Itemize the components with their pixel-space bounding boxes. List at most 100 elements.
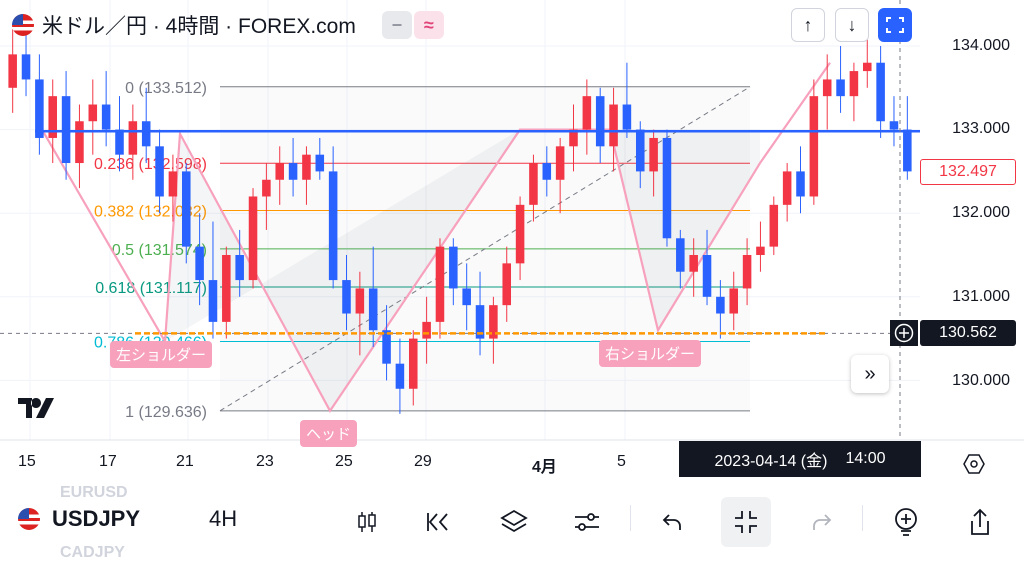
chart-title: 米ドル／円 · 4時間 · FOREX.com (42, 15, 356, 38)
head-fill (165, 129, 520, 411)
fit-screen-button[interactable] (878, 8, 912, 42)
candle-body (796, 171, 805, 197)
candle-body (729, 288, 739, 314)
candle-body (462, 288, 471, 306)
scroll-up-button[interactable]: ↑ (791, 8, 825, 42)
candle-body (662, 137, 672, 239)
candle-body (449, 246, 458, 289)
candle-body (676, 238, 685, 272)
candle-body (368, 288, 378, 331)
candle-body (275, 163, 285, 180)
toolbar-divider (862, 505, 863, 531)
candle-body (35, 79, 44, 138)
horizontal-lines[interactable] (0, 0, 920, 440)
time-tick: 17 (99, 453, 117, 470)
candle-body (769, 204, 779, 247)
candle-body (569, 129, 578, 147)
cursor-price-tag: 130.562 (920, 320, 1016, 346)
candle-body (609, 104, 618, 147)
fib-level-label: 0.618 (131.117) (95, 280, 207, 297)
prev-symbol-ghost: EURUSD (60, 484, 128, 501)
fib-level-label: 0 (133.512) (125, 80, 207, 97)
symbol-selector[interactable]: USDJPY (18, 506, 140, 532)
chart-title-bar: 米ドル／円 · 4時間 · FOREX.com − ≈ (12, 10, 444, 40)
redo-button[interactable] (796, 497, 846, 547)
tradingview-logo (18, 396, 66, 425)
scroll-down-button[interactable]: ↓ (835, 8, 869, 42)
cursor-time: 14:00 (845, 450, 886, 467)
indicators-button[interactable] (562, 497, 612, 547)
price-tick: 132.000 (952, 204, 1010, 221)
time-tick: 5 (617, 453, 626, 470)
price-tick: 134.000 (952, 37, 1010, 54)
rewind-icon (427, 513, 448, 531)
candle-body (248, 196, 258, 281)
candle-body (195, 246, 204, 281)
left-shoulder-label: 左ショルダー (110, 341, 213, 368)
candle-body (582, 96, 592, 130)
cursor-date: 2023-04-14 (金) (714, 453, 828, 470)
pattern-outline (41, 62, 831, 413)
candle-body (489, 305, 498, 339)
candle-body (822, 79, 832, 97)
candle-body (262, 179, 271, 197)
fib-level-label: 1 (129.636) (125, 404, 207, 421)
candle-body (75, 121, 84, 164)
collapse-button[interactable]: − (381, 11, 412, 39)
candle-body (689, 255, 698, 272)
layers-button[interactable] (489, 497, 539, 547)
fib-level-label: 0.382 (132.032) (94, 204, 207, 221)
candle-body (408, 338, 418, 389)
candles-icon (358, 512, 376, 532)
fullscreen-exit-button[interactable] (721, 497, 771, 547)
head-label: ヘッド (300, 420, 358, 447)
add-alert-button[interactable] (890, 320, 918, 346)
expand-panel-button[interactable]: » (851, 355, 889, 393)
candle-body (422, 321, 431, 339)
candle-body (168, 171, 178, 197)
candle-body (435, 246, 445, 322)
head-and-shoulders-pattern[interactable] (41, 62, 831, 413)
share-button[interactable] (955, 497, 1005, 547)
candle-body (862, 62, 872, 72)
price-chart[interactable]: 0 (133.512)0.236 (132.598)0.382 (132.032… (0, 0, 1024, 490)
bottom-toolbar: EURUSD CADJPY (0, 484, 1024, 576)
interval-selector[interactable]: 4H (209, 506, 238, 531)
candle-body (475, 305, 485, 339)
undo-button[interactable] (648, 497, 698, 547)
candle-body (782, 171, 792, 205)
last-price-tag: 132.497 (920, 159, 1016, 185)
candle-body (88, 104, 98, 122)
candle-body (328, 171, 338, 281)
undo-icon (662, 514, 681, 530)
candle-body (903, 129, 912, 172)
candlestick-series (8, 20, 912, 414)
bottom-symbol: USDJPY (52, 506, 141, 531)
replay-button[interactable] (413, 497, 463, 547)
sliders-icon (575, 513, 599, 531)
candle-body (155, 146, 164, 197)
candle-body (21, 54, 31, 80)
candle-body (141, 121, 151, 147)
fib-trend-line (219, 86, 751, 412)
axis-settings-button[interactable] (960, 450, 988, 478)
candle-body (515, 204, 525, 264)
candle-body (382, 330, 391, 364)
candle-body (529, 163, 538, 205)
candle-body (622, 104, 632, 130)
collapse-icon (735, 511, 757, 533)
right-shoulder-fill (610, 129, 760, 331)
candle-body (542, 163, 552, 180)
chart-type-button[interactable] (342, 497, 392, 547)
share-icon (971, 508, 989, 535)
layers-icon (500, 509, 528, 533)
indicator-wave-button[interactable]: ≈ (413, 11, 444, 39)
candle-body (181, 171, 191, 247)
candle-body (836, 79, 845, 97)
price-tick: 131.000 (952, 288, 1010, 305)
candle-body (716, 296, 725, 314)
candle-body (342, 280, 351, 314)
double-chevron-right-icon: » (864, 362, 876, 385)
ideas-button[interactable] (881, 497, 931, 547)
